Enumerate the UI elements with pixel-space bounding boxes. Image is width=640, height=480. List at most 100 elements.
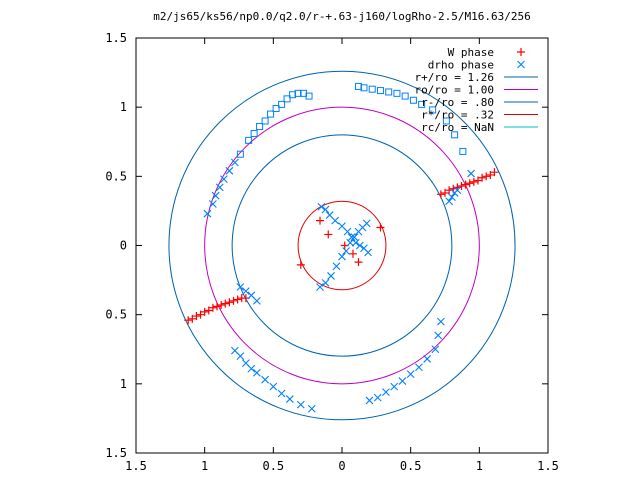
drho-phase-point [321,205,330,214]
x-tick-label: 1.5 [125,459,147,473]
drho-phase-square [429,106,437,114]
drho-phase-square [289,91,297,99]
y-tick-label: 0.5 [105,169,127,183]
drho-phase-square [393,89,401,97]
w-phase-point [221,299,230,308]
w-phase-point [324,230,333,239]
drho-phase-point [453,186,462,195]
w-phase-point [441,188,449,197]
drho-phase-point [307,404,316,413]
drho-phase-square [256,123,264,131]
drho-phase-square [354,82,362,90]
y-tick-label: 1.5 [105,31,127,45]
w-phase-point [213,302,222,311]
drho-phase-point [269,382,278,391]
reference-circles [168,70,516,421]
y-tick-label: 1 [120,377,127,391]
drho-phase-square [245,136,253,144]
drho-phase-square [272,105,280,113]
w-phase-point [354,258,363,267]
w-phase-point [461,180,470,189]
drho-phase-point [436,317,445,326]
legend-marker [517,48,525,56]
w-phase-point [482,172,491,181]
w-phase-point [316,216,325,225]
drho-phase-point [230,158,239,167]
drho-phase-point [296,400,305,409]
w-phase-point [229,296,238,305]
w-phase-point [436,190,445,199]
w-phase-point [204,306,213,315]
drho-phase-square [385,88,393,96]
w-phase-point [225,298,234,307]
x-tick-label: 1.5 [537,459,559,473]
y-tick-label: 1.5 [105,446,127,460]
legend-label: r-/ro = .80 [421,96,494,109]
w-phase-point [469,177,478,186]
y-tick-label: 0 [120,239,127,253]
drho-phase-point [220,175,228,183]
legend-label: drho phase [428,59,494,72]
circle-0-8 [231,134,453,357]
drho-phase-square [250,129,258,137]
drho-phase-point [350,233,359,242]
x-tick-label: 1 [201,459,208,473]
drho-phase-point [211,191,220,200]
drho-phase-point [252,368,261,377]
w-phase-point [478,173,487,182]
w-phase-point [465,179,474,188]
drho-phase-square [376,87,384,95]
circle-1 [204,106,480,385]
drho-phase-square [236,150,244,158]
drho-phase-square [278,100,286,108]
drho-phase-point [398,377,407,385]
y-tick-label: 1 [120,100,127,114]
drho-phase-point [277,389,286,398]
drho-phase-point [338,252,346,261]
legend-label: ro/ro = 1.00 [415,84,494,97]
drho-phase-point [365,396,374,405]
circle-0-32 [297,200,387,291]
drho-phase-square [283,95,291,103]
drho-phase-point [355,241,364,250]
w-phase-point [192,312,201,321]
legend-label: r*/ro = .32 [421,109,494,122]
w-phase-point [196,310,205,319]
drho-phase-square [305,92,313,100]
drho-phase-square [368,85,376,93]
w-phase-point [486,170,495,179]
drho-phase-point [331,216,340,225]
legend-marker [517,60,525,69]
drho-phase-point [215,183,224,192]
drho-phase-point [247,364,256,373]
w-phase-point [200,307,209,316]
drho-phase-point [362,219,371,228]
legend-label: W phase [448,46,494,59]
drho-phase-square [459,147,467,155]
x-tick-label: 0.5 [262,459,284,473]
w-phase-point [188,314,197,323]
drho-phase-point [415,363,423,372]
circle-1-26 [168,70,516,421]
x-tick-label: 1 [476,459,483,473]
drho-phase-point [203,209,212,218]
drho-phase-point [390,382,399,391]
drho-phase-point [225,166,234,175]
drho-phase-point [447,193,456,201]
x-tick-label: 0 [338,459,345,473]
drho-phase-point [236,283,245,291]
axis-ticks: 1.5 1 0.5 0 0.5 1 1.51.510.500.511.5 [105,31,559,473]
drho-phase-point [316,283,324,291]
w-phase-point [348,249,357,258]
drho-phase-point [252,296,261,305]
w-phase-point [296,260,305,269]
drho-phase-point [332,262,341,271]
w-phase-point [184,316,193,325]
drho-phase-square [267,110,275,118]
chart-title: m2/js65/ks56/np0.0/q2.0/r-+.63-j160/logR… [153,10,531,23]
w-phase-point [376,223,385,232]
w-phase-point [217,300,226,309]
drho-phase-point [321,278,330,287]
drho-phase-point [261,375,269,384]
